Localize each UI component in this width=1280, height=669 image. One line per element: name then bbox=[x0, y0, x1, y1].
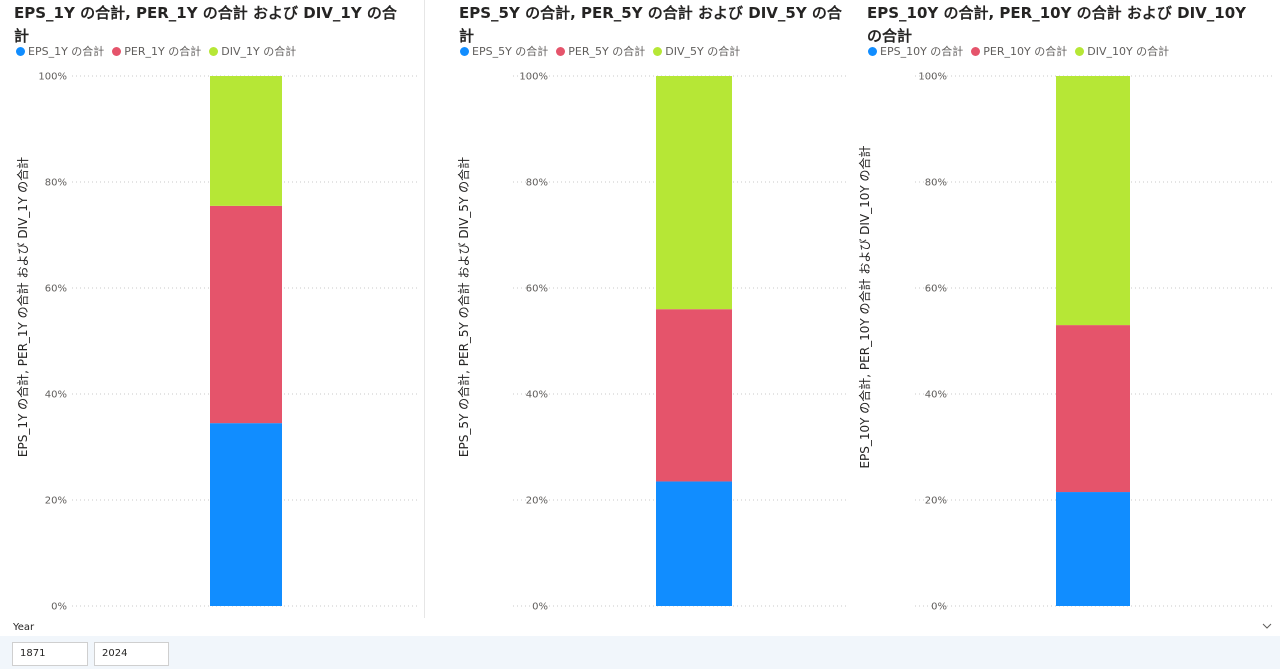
legend-label: PER_5Y の合計 bbox=[568, 45, 646, 58]
legend-label: EPS_10Y の合計 bbox=[880, 45, 964, 58]
legend-item-per[interactable]: PER_5Y の合計 bbox=[556, 43, 645, 59]
legend-label: EPS_5Y の合計 bbox=[472, 45, 549, 58]
legend-marker bbox=[460, 46, 469, 56]
legend-label: PER_1Y の合計 bbox=[124, 45, 202, 58]
y-tick-label: 20% bbox=[526, 496, 548, 507]
chart-legend: EPS_1Y の合計 PER_1Y の合計 DIV_1Y の合計 bbox=[16, 42, 296, 60]
bar-segment[interactable] bbox=[210, 76, 282, 206]
y-tick-label: 40% bbox=[526, 390, 548, 401]
y-tick-label: 20% bbox=[925, 496, 947, 507]
bar-segment[interactable] bbox=[1056, 325, 1130, 493]
slicer-title: Year bbox=[13, 622, 35, 633]
year-start-input[interactable]: 1871 bbox=[12, 642, 88, 666]
plot-area: EPS_10Y の合計, PER_10Y の合計 および DIV_10Y の合計… bbox=[857, 72, 1275, 613]
legend-marker bbox=[112, 46, 122, 56]
chart-panel-1y: EPS_1Y の合計, PER_1Y の合計 および DIV_1Y の合計 EP… bbox=[0, 0, 425, 618]
legend-item-div[interactable]: DIV_10Y の合計 bbox=[1075, 43, 1169, 59]
legend-item-per[interactable]: PER_1Y の合計 bbox=[112, 43, 201, 59]
slicer-header: Year bbox=[0, 619, 1280, 636]
y-tick-label: 20% bbox=[45, 496, 67, 507]
legend-marker bbox=[16, 46, 25, 56]
legend-item-div[interactable]: DIV_5Y の合計 bbox=[653, 43, 740, 59]
legend-marker bbox=[556, 46, 566, 56]
y-tick-label: 60% bbox=[925, 284, 947, 295]
chart-panel-10y: EPS_10Y の合計, PER_10Y の合計 および DIV_10Y の合計… bbox=[855, 0, 1280, 618]
bar-segment[interactable] bbox=[1056, 492, 1130, 606]
y-tick-label: 80% bbox=[45, 178, 67, 189]
y-tick-label: 100% bbox=[918, 72, 947, 83]
bar-segment[interactable] bbox=[1056, 76, 1130, 326]
chart-title: EPS_5Y の合計, PER_5Y の合計 および DIV_5Y の合計 bbox=[459, 4, 842, 45]
plot-area: EPS_5Y の合計, PER_5Y の合計 および DIV_5Y の合計 0%… bbox=[456, 72, 847, 613]
y-axis-title: EPS_5Y の合計, PER_5Y の合計 および DIV_5Y の合計 bbox=[456, 157, 471, 457]
legend-item-eps[interactable]: EPS_1Y の合計 bbox=[16, 43, 104, 59]
y-axis-title: EPS_1Y の合計, PER_1Y の合計 および DIV_1Y の合計 bbox=[15, 157, 30, 457]
legend-item-eps[interactable]: EPS_5Y の合計 bbox=[460, 43, 548, 59]
chart-title: EPS_10Y の合計, PER_10Y の合計 および DIV_10Y の合計 bbox=[867, 4, 1246, 45]
legend-item-eps[interactable]: EPS_10Y の合計 bbox=[868, 43, 963, 59]
y-tick-label: 0% bbox=[532, 602, 548, 613]
legend-item-per[interactable]: PER_10Y の合計 bbox=[971, 43, 1067, 59]
y-tick-label: 60% bbox=[45, 284, 67, 295]
legend-label: PER_10Y の合計 bbox=[983, 45, 1068, 58]
y-tick-label: 100% bbox=[38, 72, 67, 83]
legend-marker bbox=[653, 46, 663, 56]
legend-marker bbox=[209, 46, 219, 56]
legend-marker bbox=[868, 46, 877, 56]
bar-segment[interactable] bbox=[656, 481, 732, 606]
chart-legend: EPS_5Y の合計 PER_5Y の合計 DIV_5Y の合計 bbox=[460, 42, 740, 60]
y-tick-label: 0% bbox=[931, 602, 947, 613]
legend-marker bbox=[1075, 46, 1085, 56]
legend-label: EPS_1Y の合計 bbox=[28, 45, 105, 58]
y-axis-title: EPS_10Y の合計, PER_10Y の合計 および DIV_10Y の合計 bbox=[857, 145, 872, 468]
chart-panel-5y: EPS_5Y の合計, PER_5Y の合計 および DIV_5Y の合計 EP… bbox=[447, 0, 847, 618]
chart-title: EPS_1Y の合計, PER_1Y の合計 および DIV_1Y の合計 bbox=[14, 4, 397, 45]
bar-segment[interactable] bbox=[656, 309, 732, 482]
legend-label: DIV_10Y の合計 bbox=[1087, 45, 1170, 58]
y-tick-label: 40% bbox=[925, 390, 947, 401]
plot-area: EPS_1Y の合計, PER_1Y の合計 および DIV_1Y の合計 0%… bbox=[15, 72, 418, 613]
y-tick-label: 0% bbox=[51, 602, 67, 613]
legend-item-div[interactable]: DIV_1Y の合計 bbox=[209, 43, 296, 59]
year-end-input[interactable]: 2024 bbox=[94, 642, 169, 666]
bar-segment[interactable] bbox=[210, 423, 282, 606]
year-slicer: Year 1871 2024 bbox=[0, 619, 1280, 669]
y-tick-label: 60% bbox=[526, 284, 548, 295]
chart-legend: EPS_10Y の合計 PER_10Y の合計 DIV_10Y の合計 bbox=[868, 42, 1169, 60]
legend-label: DIV_5Y の合計 bbox=[665, 45, 741, 58]
bar-segment[interactable] bbox=[210, 205, 282, 424]
y-tick-label: 80% bbox=[925, 178, 947, 189]
y-tick-label: 80% bbox=[526, 178, 548, 189]
y-tick-label: 40% bbox=[45, 390, 67, 401]
legend-label: DIV_1Y の合計 bbox=[221, 45, 297, 58]
bar-segment[interactable] bbox=[656, 76, 732, 310]
y-tick-label: 100% bbox=[519, 72, 548, 83]
chevron-down-icon[interactable] bbox=[1262, 621, 1272, 631]
legend-marker bbox=[971, 46, 981, 56]
